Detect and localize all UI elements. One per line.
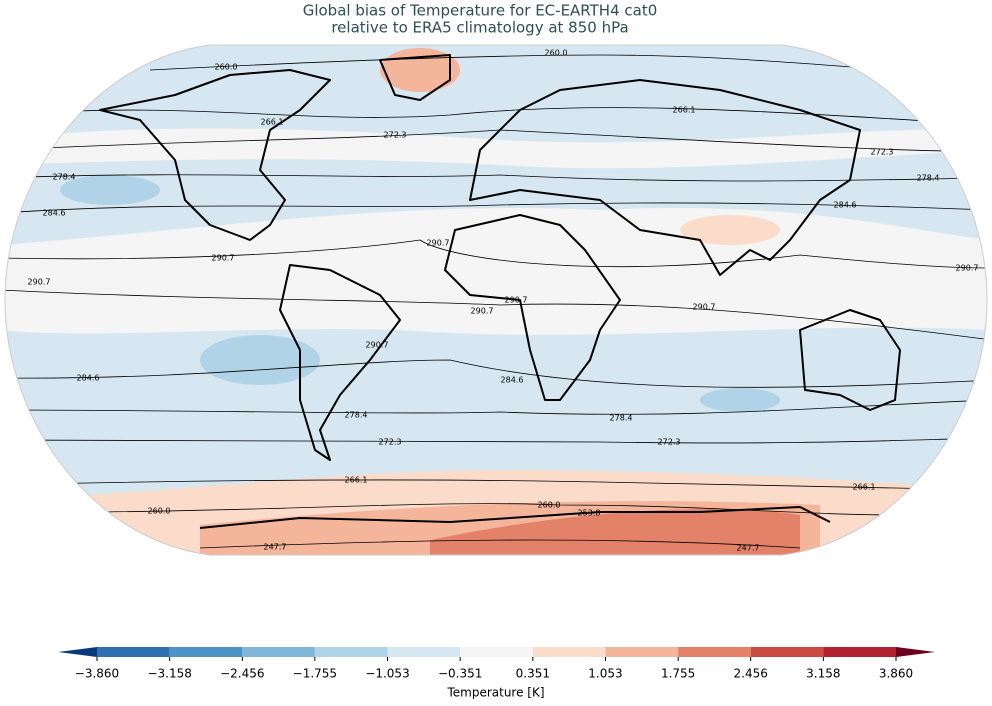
colorbar-segment [97,647,170,657]
contour-label: 290.7 [693,303,716,312]
colorbar-tick-label: 3.158 [806,667,840,681]
contour-label: 284.6 [43,209,66,218]
contour-label: 278.4 [345,411,368,420]
colorbar-segment [169,647,243,657]
contour-label: 272.3 [871,148,894,157]
contour-label: 260.0 [545,49,568,58]
contour-label: 272.3 [384,131,407,140]
colorbar-tick-label: 3.860 [879,667,913,681]
contour-label: 278.4 [53,173,76,182]
colorbar-segment [314,647,388,657]
contour-label: 247.7 [737,544,760,553]
contour-label: 290.7 [471,307,494,316]
contour-label: 290.7 [212,254,235,263]
bias-field [5,128,987,169]
colorbar-segment [678,647,751,657]
contour-label: 266.1 [261,118,284,127]
colorbar-label: Temperature [K] [446,686,544,700]
contour-label: 260.0 [215,63,238,72]
contour-label: 290.7 [427,239,450,248]
contour-label: 284.6 [834,201,857,210]
colorbar-segment [460,647,533,657]
bias-field [680,215,780,245]
colorbar-segment [750,647,824,657]
colorbar-tick-label: 0.351 [516,667,550,681]
colorbar-tick-label: −2.456 [220,667,264,681]
contour-label: 253.8 [578,509,601,518]
contour-label: 284.6 [77,374,100,383]
contour-label: 290.7 [366,341,389,350]
bias-field [60,175,160,205]
colorbar-tick-label: −1.053 [365,667,409,681]
contour-label: 266.1 [853,483,876,492]
title-line: Global bias of Temperature for EC-EARTH4… [303,2,658,20]
colorbar-segment [242,647,315,657]
colorbar-tick-label: 1.053 [588,667,622,681]
colorbar-tick-label: −3.860 [75,667,119,681]
colorbar-extension [58,647,97,657]
contour-label: 272.3 [658,438,681,447]
title-line: relative to ERA5 climatology at 850 hPa [331,19,628,37]
colorbar-segment [823,647,896,657]
contour-label: 278.4 [610,414,633,423]
contour-label: 266.1 [345,476,368,485]
contour-label: 247.7 [264,543,287,552]
contour-labels: 260.0 260.0 266.1 266.1 272.3 272.3 278.4 278.4… [28,49,979,553]
contour-label: 290.7 [28,278,51,287]
colorbar: −3.860 −3.158 −2.456 −1.755 −1.053 −0.351 0.35… [58,647,935,681]
bias-field [200,335,320,385]
colorbar-tick-label: 2.456 [734,667,768,681]
colorbar-tick-label: 1.755 [661,667,695,681]
contours [5,54,987,549]
colorbar-segment [387,647,461,657]
colorbar-tick-label: −0.351 [438,667,482,681]
contour-label: 272.3 [379,438,402,447]
colorbar-extension [896,647,935,657]
contour-label: 284.6 [501,376,524,385]
contour-label: 290.7 [956,264,979,273]
coastlines [99,54,901,529]
contour-label: 278.4 [917,174,940,183]
colorbar-segment [532,647,606,657]
bias-field [430,509,800,555]
colorbar-tick-label: −1.755 [293,667,337,681]
contour-label: 260.0 [538,501,561,510]
contour-label: 290.7 [505,296,528,305]
bias-field [700,388,780,412]
colorbar-tick-label: −3.158 [147,667,191,681]
map [5,45,987,555]
map-frame [4,44,988,556]
contour-label: 266.1 [673,106,696,115]
contour-label: 260.0 [148,507,171,516]
colorbar-segment [605,647,679,657]
